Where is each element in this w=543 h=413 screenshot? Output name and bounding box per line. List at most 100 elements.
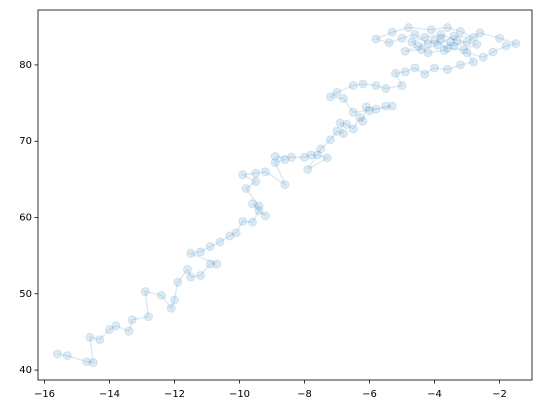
x-tick-label: −14 <box>99 389 120 400</box>
marker <box>423 39 433 49</box>
marker <box>95 335 105 345</box>
marker <box>365 106 374 116</box>
marker <box>371 81 381 91</box>
marker <box>251 177 261 187</box>
marker <box>270 151 280 161</box>
marker <box>371 104 381 114</box>
marker <box>300 152 309 162</box>
marker <box>417 45 426 55</box>
marker <box>436 29 446 39</box>
marker <box>157 290 166 300</box>
marker <box>111 321 121 331</box>
marker <box>384 38 394 48</box>
y-tick-label: 50 <box>19 289 32 300</box>
marker <box>426 25 436 35</box>
y-tick-label: 40 <box>19 365 32 376</box>
marker <box>469 32 478 42</box>
marker <box>335 118 345 128</box>
marker <box>303 164 313 174</box>
marker <box>186 272 196 282</box>
marker <box>313 150 322 160</box>
marker <box>430 63 439 73</box>
marker <box>215 237 225 247</box>
marker <box>53 349 62 359</box>
x-tick-label: −4 <box>427 389 442 400</box>
x-tick-label: −8 <box>297 389 312 400</box>
line <box>57 26 519 364</box>
marker <box>423 48 433 58</box>
marker <box>88 357 98 367</box>
marker <box>238 170 248 180</box>
marker <box>472 39 482 49</box>
marker <box>332 126 342 136</box>
marker <box>413 41 423 51</box>
marker <box>358 116 368 126</box>
marker <box>248 217 257 227</box>
marker <box>205 241 215 251</box>
marker <box>449 31 459 41</box>
marker <box>348 81 358 91</box>
marker <box>469 57 478 67</box>
marker <box>261 211 270 221</box>
marker <box>173 277 183 287</box>
marker <box>306 150 316 160</box>
marker <box>439 45 449 55</box>
marker <box>82 357 92 367</box>
marker <box>280 155 290 165</box>
marker <box>196 270 205 280</box>
marker <box>407 37 417 47</box>
marker <box>443 65 452 75</box>
marker <box>446 37 456 47</box>
marker <box>495 33 504 43</box>
marker <box>183 264 192 274</box>
y-tick-label: 80 <box>19 60 32 71</box>
marker <box>452 36 462 46</box>
marker <box>348 124 358 134</box>
marker <box>433 40 443 50</box>
marker <box>144 312 153 322</box>
marker <box>261 167 270 177</box>
marker <box>391 68 400 78</box>
marker <box>387 101 397 111</box>
marker <box>410 29 420 39</box>
marker <box>348 107 358 117</box>
marker <box>212 259 222 269</box>
marker <box>238 216 248 226</box>
marker <box>326 92 335 102</box>
marker <box>287 152 296 162</box>
marker <box>420 32 430 42</box>
marker <box>430 36 439 46</box>
marker <box>254 201 264 211</box>
marker <box>322 153 332 163</box>
marker <box>127 315 137 325</box>
marker <box>436 34 446 44</box>
y-tick-label: 60 <box>19 213 32 224</box>
marker <box>170 295 179 305</box>
marker <box>85 332 95 342</box>
x-tick-label: −2 <box>492 389 507 400</box>
marker <box>332 87 342 97</box>
axes-frame <box>37 9 533 381</box>
marker <box>231 228 241 238</box>
marker <box>166 303 176 313</box>
marker <box>140 287 150 297</box>
marker <box>248 199 257 209</box>
marker <box>400 46 410 56</box>
marker <box>371 34 381 44</box>
marker <box>475 28 485 38</box>
marker <box>397 81 407 91</box>
x-tick-label: −16 <box>34 389 55 400</box>
marker <box>397 33 407 43</box>
marker <box>339 93 348 103</box>
marker <box>449 41 459 51</box>
x-tick-label: −10 <box>229 389 250 400</box>
marker <box>186 248 196 258</box>
marker <box>387 27 397 37</box>
x-tick-label: −12 <box>164 389 185 400</box>
y-tick-label: 70 <box>19 136 32 147</box>
marker <box>501 41 511 51</box>
marker <box>420 69 430 79</box>
x-tick-label: −6 <box>362 389 377 400</box>
marker <box>404 23 413 33</box>
